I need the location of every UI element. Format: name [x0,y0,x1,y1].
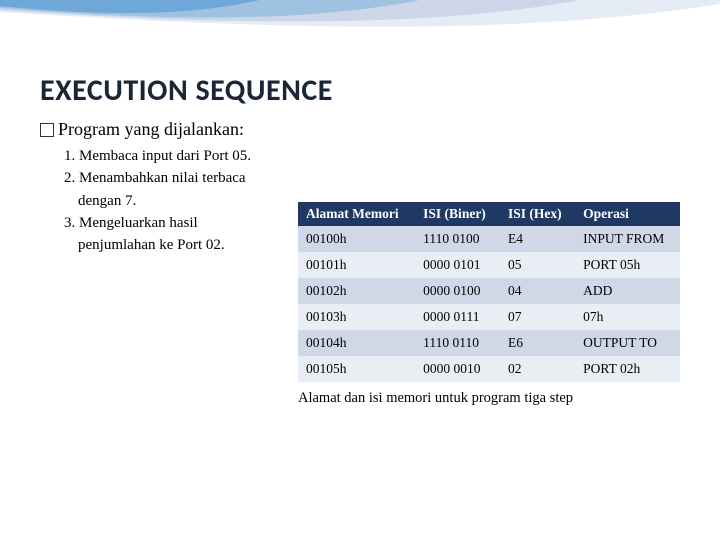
table-row: 00105h 0000 0010 02 PORT 02h [298,356,680,382]
cell: 0000 0111 [415,304,500,330]
cell: 00100h [298,226,415,252]
cell: 00103h [298,304,415,330]
col-alamat: Alamat Memori [298,202,415,226]
table-row: 00103h 0000 0111 07 07h [298,304,680,330]
cell: PORT 05h [575,252,680,278]
step-line: penjumlahan ke Port 02. [64,235,280,255]
cell: 04 [500,278,575,304]
cell: 07 [500,304,575,330]
table-row: 00101h 0000 0101 05 PORT 05h [298,252,680,278]
step-line: 3. Mengeluarkan hasil [64,213,280,233]
bullet-box-icon [40,123,54,137]
cell: OUTPUT TO [575,330,680,356]
table-caption: Alamat dan isi memori untuk program tiga… [298,390,680,407]
subtitle-row: Program yang dijalankan: [40,119,680,140]
step-line: dengan 7. [64,191,280,211]
col-isi-biner: ISI (Biner) [415,202,500,226]
program-steps: 1. Membaca input dari Port 05. 2. Menamb… [40,146,280,257]
cell: 00104h [298,330,415,356]
step-line: 1. Membaca input dari Port 05. [64,146,280,166]
col-isi-hex: ISI (Hex) [500,202,575,226]
cell: 1110 0100 [415,226,500,252]
cell: 07h [575,304,680,330]
table-row: 00102h 0000 0100 04 ADD [298,278,680,304]
cell: 1110 0110 [415,330,500,356]
table-header-row: Alamat Memori ISI (Biner) ISI (Hex) Oper… [298,202,680,226]
page-title: EXECUTION SEQUENCE [40,72,680,109]
cell: INPUT FROM [575,226,680,252]
cell: ADD [575,278,680,304]
cell: 00101h [298,252,415,278]
cell: E4 [500,226,575,252]
subtitle-text: Program yang dijalankan: [58,119,244,140]
table-row: 00100h 1110 0100 E4 INPUT FROM [298,226,680,252]
memory-table: Alamat Memori ISI (Biner) ISI (Hex) Oper… [298,202,680,382]
cell: 0000 0101 [415,252,500,278]
cell: 0000 0100 [415,278,500,304]
cell: PORT 02h [575,356,680,382]
cell: 0000 0010 [415,356,500,382]
cell: 00105h [298,356,415,382]
cell: E6 [500,330,575,356]
cell: 00102h [298,278,415,304]
table-row: 00104h 1110 0110 E6 OUTPUT TO [298,330,680,356]
col-operasi: Operasi [575,202,680,226]
cell: 05 [500,252,575,278]
cell: 02 [500,356,575,382]
step-line: 2. Menambahkan nilai terbaca [64,168,280,188]
